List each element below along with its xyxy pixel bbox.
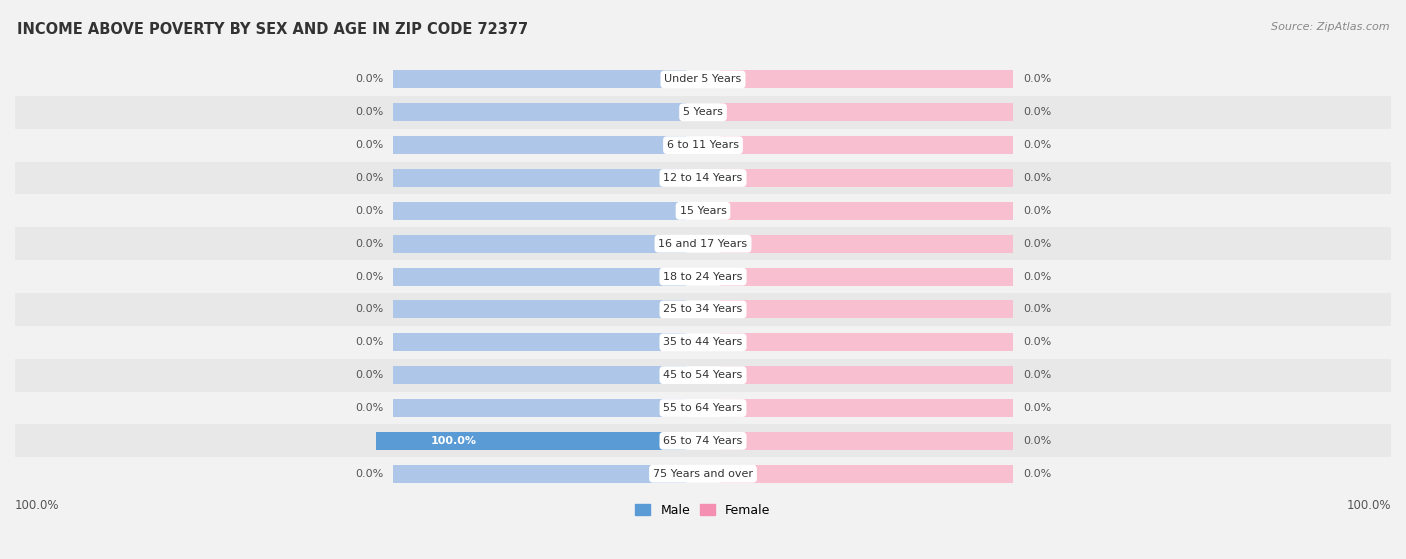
Bar [15, 63, 1391, 96]
Bar [15, 457, 1391, 490]
Bar [394, 465, 686, 483]
Text: Source: ZipAtlas.com: Source: ZipAtlas.com [1271, 22, 1389, 32]
Bar [720, 465, 1012, 483]
Text: Under 5 Years: Under 5 Years [665, 74, 741, 84]
Text: 0.0%: 0.0% [354, 74, 382, 84]
Bar [15, 392, 1391, 424]
Bar [15, 359, 1391, 392]
Text: 100.0%: 100.0% [430, 436, 477, 446]
Text: 0.0%: 0.0% [1024, 370, 1052, 380]
Bar [394, 268, 686, 286]
Bar [15, 96, 1391, 129]
Bar [720, 268, 1012, 286]
Text: 0.0%: 0.0% [354, 107, 382, 117]
Bar [377, 432, 686, 450]
Legend: Male, Female: Male, Female [630, 499, 776, 522]
Text: 0.0%: 0.0% [1024, 74, 1052, 84]
Bar [720, 70, 1012, 88]
Bar [394, 103, 686, 121]
Text: 0.0%: 0.0% [354, 140, 382, 150]
Bar [720, 103, 1012, 121]
Bar [15, 162, 1391, 195]
Bar [720, 235, 1012, 253]
Text: 0.0%: 0.0% [354, 370, 382, 380]
Text: 0.0%: 0.0% [1024, 239, 1052, 249]
Text: 0.0%: 0.0% [1024, 403, 1052, 413]
Bar [720, 366, 1012, 384]
Bar [720, 399, 1012, 417]
Text: INCOME ABOVE POVERTY BY SEX AND AGE IN ZIP CODE 72377: INCOME ABOVE POVERTY BY SEX AND AGE IN Z… [17, 22, 529, 37]
Bar [394, 366, 686, 384]
Bar [394, 235, 686, 253]
Text: 0.0%: 0.0% [1024, 173, 1052, 183]
Text: 0.0%: 0.0% [1024, 469, 1052, 479]
Bar [394, 432, 686, 450]
Text: 0.0%: 0.0% [354, 173, 382, 183]
Text: 0.0%: 0.0% [354, 272, 382, 282]
Bar [720, 300, 1012, 319]
Text: 100.0%: 100.0% [1347, 499, 1391, 513]
Bar [15, 424, 1391, 457]
Bar [720, 202, 1012, 220]
Bar [720, 432, 1012, 450]
Bar [394, 399, 686, 417]
Bar [394, 202, 686, 220]
Text: 0.0%: 0.0% [1024, 140, 1052, 150]
Text: 16 and 17 Years: 16 and 17 Years [658, 239, 748, 249]
Bar [15, 260, 1391, 293]
Text: 65 to 74 Years: 65 to 74 Years [664, 436, 742, 446]
Bar [15, 228, 1391, 260]
Text: 75 Years and over: 75 Years and over [652, 469, 754, 479]
Text: 0.0%: 0.0% [354, 403, 382, 413]
Text: 15 Years: 15 Years [679, 206, 727, 216]
Text: 5 Years: 5 Years [683, 107, 723, 117]
Text: 18 to 24 Years: 18 to 24 Years [664, 272, 742, 282]
Text: 0.0%: 0.0% [1024, 305, 1052, 315]
Bar [394, 136, 686, 154]
Text: 0.0%: 0.0% [354, 469, 382, 479]
Text: 12 to 14 Years: 12 to 14 Years [664, 173, 742, 183]
Text: 100.0%: 100.0% [15, 499, 59, 513]
Text: 0.0%: 0.0% [1024, 337, 1052, 347]
Text: 0.0%: 0.0% [1024, 206, 1052, 216]
Bar [720, 169, 1012, 187]
Text: 6 to 11 Years: 6 to 11 Years [666, 140, 740, 150]
Bar [720, 136, 1012, 154]
Text: 0.0%: 0.0% [1024, 107, 1052, 117]
Text: 25 to 34 Years: 25 to 34 Years [664, 305, 742, 315]
Bar [15, 326, 1391, 359]
Bar [394, 300, 686, 319]
Text: 0.0%: 0.0% [354, 206, 382, 216]
Bar [15, 195, 1391, 228]
Text: 0.0%: 0.0% [354, 305, 382, 315]
Bar [15, 129, 1391, 162]
Bar [720, 333, 1012, 352]
Bar [15, 293, 1391, 326]
Text: 0.0%: 0.0% [354, 239, 382, 249]
Bar [394, 169, 686, 187]
Bar [394, 70, 686, 88]
Text: 0.0%: 0.0% [1024, 436, 1052, 446]
Text: 55 to 64 Years: 55 to 64 Years [664, 403, 742, 413]
Text: 35 to 44 Years: 35 to 44 Years [664, 337, 742, 347]
Text: 0.0%: 0.0% [1024, 272, 1052, 282]
Text: 0.0%: 0.0% [354, 337, 382, 347]
Bar [394, 333, 686, 352]
Text: 45 to 54 Years: 45 to 54 Years [664, 370, 742, 380]
